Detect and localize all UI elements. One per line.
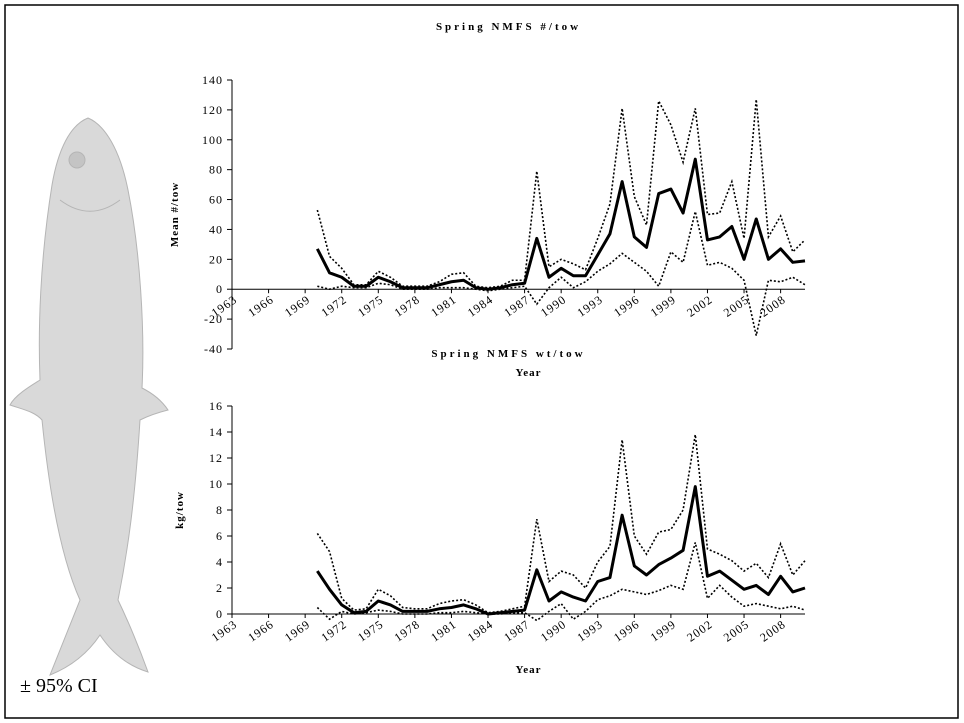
- y-tick-label: 2: [216, 581, 223, 595]
- chart-title: Spring NMFS wt/tow: [431, 348, 585, 360]
- chart-title: Spring NMFS #/tow: [436, 21, 581, 33]
- y-axis-title: kg/tow: [174, 491, 186, 529]
- y-tick-label: 12: [209, 451, 223, 465]
- y-tick-label: 120: [202, 103, 223, 117]
- y-tick-label: 60: [209, 193, 223, 207]
- y-axis-title: Mean #/tow: [169, 182, 181, 247]
- y-tick-label: 100: [202, 133, 223, 147]
- y-tick-label: 140: [202, 73, 223, 87]
- y-tick-label: 10: [209, 477, 223, 491]
- fish-illustration: [9, 117, 169, 676]
- y-tick-label: -20: [204, 312, 223, 326]
- y-tick-label: -40: [204, 342, 223, 356]
- y-tick-label: 8: [216, 503, 223, 517]
- y-tick-label: 14: [209, 425, 223, 439]
- x-axis-title: Year: [516, 367, 542, 379]
- y-tick-label: 80: [209, 163, 223, 177]
- y-tick-label: 40: [209, 222, 223, 236]
- frame: [4, 4, 959, 719]
- ci-line: [316, 542, 806, 622]
- y-tick-label: 6: [216, 529, 223, 543]
- mean-line: [316, 485, 806, 616]
- mean-line: [316, 157, 806, 291]
- y-tick-label: 20: [209, 252, 223, 266]
- x-axis-title: Year: [516, 664, 542, 676]
- y-tick-label: 16: [209, 399, 223, 413]
- y-tick-label: 0: [216, 607, 223, 621]
- y-tick-label: 4: [216, 555, 223, 569]
- ci-line: [316, 98, 806, 289]
- ci-line: [317, 211, 806, 336]
- ci-caption: ± 95% CI: [20, 675, 98, 697]
- y-tick-label: 0: [216, 282, 223, 296]
- ci-line: [316, 434, 806, 614]
